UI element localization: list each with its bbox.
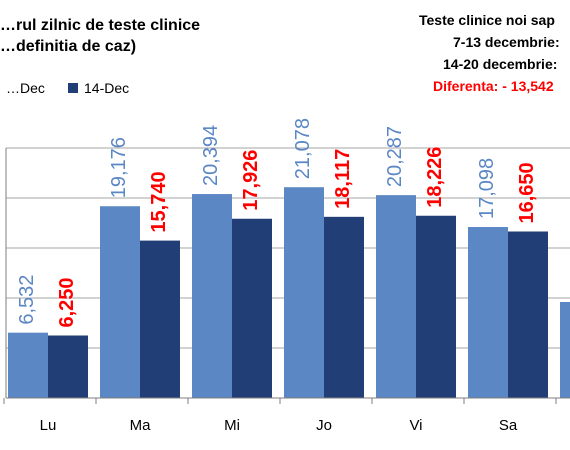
data-label-series-1: 20,394 xyxy=(200,125,222,186)
bar-2-Mi xyxy=(232,218,272,398)
legend-label-series-2: 14-Dec xyxy=(84,80,130,96)
data-label-series-1: 19,176 xyxy=(108,137,130,198)
bar-2-Sa xyxy=(508,231,548,398)
data-label-series-1: 20,287 xyxy=(384,126,406,187)
bar-1-Ma xyxy=(100,206,140,398)
data-labels: 6,532 6,250 19,176 15,740 20,394 17,926 21,078… xyxy=(16,118,538,327)
bar-1-Mi xyxy=(192,194,232,398)
bar-partial-cutoff xyxy=(560,302,570,398)
stats-heading: Teste clinice noi sap xyxy=(419,12,555,28)
stats-week-1: 7-13 decembrie: xyxy=(453,34,560,50)
x-tick-label: Mi xyxy=(224,417,240,434)
legend-swatch-series-2 xyxy=(68,83,78,93)
data-label-series-2: 16,650 xyxy=(516,162,538,223)
data-label-series-1: 17,098 xyxy=(476,158,498,219)
chart-title-main: …rul zilnic de teste clinice xyxy=(0,17,201,34)
data-label-series-2: 18,226 xyxy=(424,147,446,208)
bars xyxy=(8,187,570,398)
x-tick-label: Vi xyxy=(409,417,422,434)
stats-difference: Diferenta: - 13,542 xyxy=(433,78,554,94)
legend-item-series-1: …Dec xyxy=(6,80,45,96)
bar-2-Ma xyxy=(140,240,180,398)
data-label-series-2: 6,250 xyxy=(56,277,78,327)
chart-title: …rul zilnic de teste clinice …definitia … xyxy=(0,16,200,58)
bar-1-Vi xyxy=(376,195,416,398)
bar-1-Jo xyxy=(284,187,324,398)
data-label-series-2: 17,926 xyxy=(240,150,262,211)
bar-1-Lu xyxy=(8,332,48,398)
bar-1-Sa xyxy=(468,227,508,398)
bar-2-Jo xyxy=(324,216,364,398)
legend-label-series-1: …Dec xyxy=(6,80,45,96)
x-tick-label: Sa xyxy=(499,417,518,434)
x-tick-label: Ma xyxy=(130,417,151,434)
chart-subtitle: …definitia de caz) xyxy=(0,37,137,55)
x-axis: Lu Ma Mi Jo Vi Sa xyxy=(3,148,570,434)
bar-2-Lu xyxy=(48,335,88,398)
x-tick-label: Jo xyxy=(316,417,332,434)
data-label-series-1: 21,078 xyxy=(292,118,314,179)
bar-2-Vi xyxy=(416,215,456,398)
x-tick-label: Lu xyxy=(40,417,57,434)
data-label-series-2: 15,740 xyxy=(148,171,170,232)
data-label-series-1: 6,532 xyxy=(16,275,38,325)
data-label-series-2: 18,117 xyxy=(332,149,354,209)
stats-week-2: 14-20 decembrie: xyxy=(443,56,558,72)
